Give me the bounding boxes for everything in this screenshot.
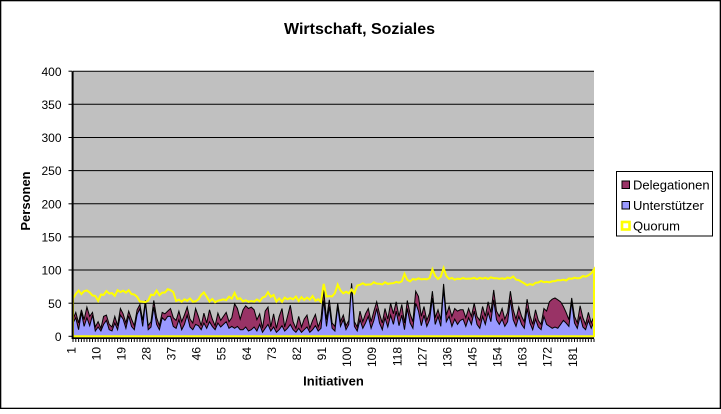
svg-text:400: 400	[41, 65, 61, 79]
svg-text:250: 250	[41, 164, 61, 178]
svg-text:Initiativen: Initiativen	[303, 374, 364, 389]
svg-text:118: 118	[390, 347, 404, 366]
svg-text:64: 64	[240, 347, 254, 361]
svg-text:200: 200	[41, 197, 61, 211]
svg-text:19: 19	[114, 347, 128, 361]
svg-text:181: 181	[566, 347, 580, 367]
svg-text:350: 350	[41, 98, 61, 112]
svg-text:Quorum: Quorum	[633, 219, 680, 234]
svg-text:154: 154	[491, 347, 505, 367]
svg-text:50: 50	[48, 297, 62, 311]
svg-text:300: 300	[41, 131, 61, 145]
svg-text:46: 46	[190, 347, 204, 361]
svg-text:Personen: Personen	[18, 171, 33, 230]
svg-text:127: 127	[415, 347, 429, 367]
svg-text:0: 0	[55, 330, 62, 344]
svg-text:28: 28	[140, 347, 154, 361]
svg-text:Wirtschaft, Soziales: Wirtschaft, Soziales	[284, 21, 435, 38]
svg-text:172: 172	[541, 347, 555, 367]
svg-text:109: 109	[365, 347, 379, 367]
svg-text:100: 100	[340, 347, 354, 367]
svg-text:1: 1	[64, 347, 78, 354]
svg-text:150: 150	[41, 231, 61, 245]
svg-text:136: 136	[440, 347, 454, 367]
svg-text:145: 145	[466, 347, 480, 367]
svg-text:91: 91	[315, 347, 329, 361]
svg-text:100: 100	[41, 264, 61, 278]
svg-text:73: 73	[265, 347, 279, 361]
svg-text:10: 10	[89, 347, 103, 361]
svg-text:163: 163	[516, 347, 530, 367]
svg-text:82: 82	[290, 347, 304, 361]
svg-text:55: 55	[215, 347, 229, 361]
svg-text:Delegationen: Delegationen	[633, 177, 710, 192]
svg-text:37: 37	[165, 347, 179, 361]
svg-text:Unterstützer: Unterstützer	[633, 198, 704, 213]
